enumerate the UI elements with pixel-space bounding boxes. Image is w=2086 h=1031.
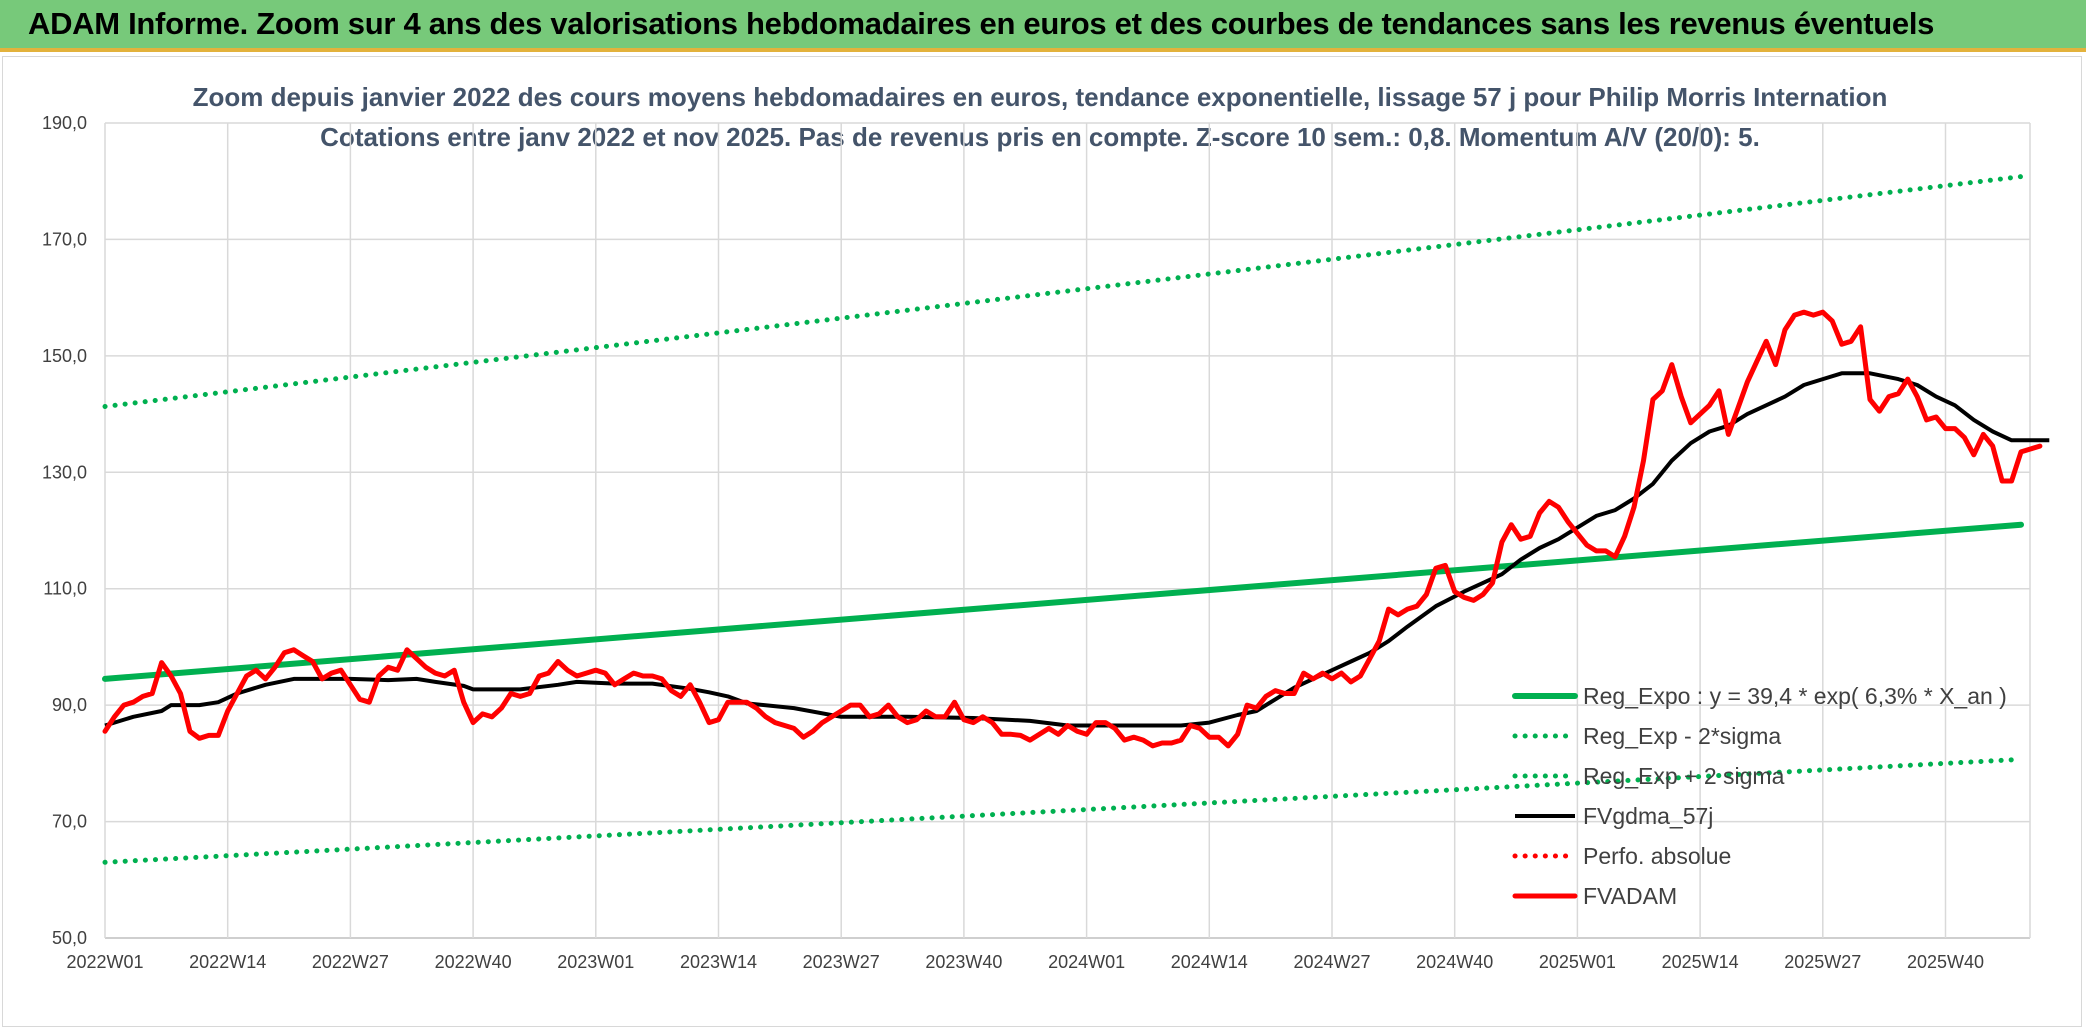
x-tick-label: 2025W01 (1539, 952, 1616, 972)
y-tick-label: 50,0 (52, 928, 87, 948)
series-line-reg-exp-2-sigma (102, 756, 2024, 865)
y-tick-label: 90,0 (52, 695, 87, 715)
x-tick-label: 2023W27 (803, 952, 880, 972)
x-tick-label: 2022W27 (312, 952, 389, 972)
x-axis-ticks: 2022W01 2022W14 2022W27 2022W40 2023W01 2023W… (66, 952, 1984, 972)
chart-frame (2, 56, 2082, 1027)
y-tick-label: 110,0 (43, 579, 87, 599)
series-line-reg-expo-y-39-4-exp-6-3-x-an (102, 521, 2024, 682)
series-line-fvgdma-57j (104, 371, 2050, 728)
series-lines (102, 174, 2050, 865)
chart-title-line-2: Cotations entre janv 2022 et nov 2025. P… (320, 122, 1760, 152)
y-tick-label: 130,0 (42, 462, 87, 482)
y-axis-ticks: 50,0 70,0 90,0 110,0 130,0 150,0 170,0 190,0 (42, 113, 87, 948)
legend-entry: Reg_Expo : y = 39,4 * exp( 6,3% * X_an ) (1583, 683, 2007, 709)
gridlines (104, 122, 2031, 939)
y-tick-label: 170,0 (42, 229, 87, 249)
legend-entry: FVADAM (1583, 883, 1677, 909)
series-line-reg-exp-2-sigma (102, 174, 2024, 409)
y-tick-label: 70,0 (52, 812, 87, 832)
x-tick-label: 2024W01 (1048, 952, 1125, 972)
x-tick-label: 2025W40 (1907, 952, 1984, 972)
x-tick-label: 2022W01 (66, 952, 143, 972)
x-tick-label: 2023W40 (925, 952, 1002, 972)
legend-entry: FVgdma_57j (1583, 803, 1713, 829)
legend: Reg_Expo : y = 39,4 * exp( 6,3% * X_an )… (1512, 683, 2007, 909)
legend-entry: Perfo. absolue (1583, 843, 1731, 869)
legend-entry: Reg_Exp - 2*sigma (1583, 723, 1781, 749)
y-tick-label: 150,0 (42, 346, 87, 366)
x-tick-label: 2025W14 (1662, 952, 1739, 972)
x-tick-label: 2022W40 (435, 952, 512, 972)
x-tick-label: 2023W14 (680, 952, 757, 972)
x-tick-label: 2024W14 (1171, 952, 1248, 972)
x-tick-label: 2024W27 (1293, 952, 1370, 972)
chart: Zoom depuis janvier 2022 des cours moyen… (42, 82, 2050, 972)
series-line-fvadam (102, 309, 2043, 749)
y-tick-label: 190,0 (42, 113, 87, 133)
legend-entry: Reg_Exp + 2 sigma (1583, 763, 1785, 789)
report-title: ADAM Informe. Zoom sur 4 ans des valoris… (28, 6, 1935, 41)
chart-title-line-1: Zoom depuis janvier 2022 des cours moyen… (193, 82, 1888, 112)
report-banner: ADAM Informe. Zoom sur 4 ans des valoris… (0, 0, 2086, 52)
x-tick-label: 2023W01 (557, 952, 634, 972)
x-tick-label: 2022W14 (189, 952, 266, 972)
x-tick-label: 2024W40 (1416, 952, 1493, 972)
x-tick-label: 2025W27 (1784, 952, 1861, 972)
